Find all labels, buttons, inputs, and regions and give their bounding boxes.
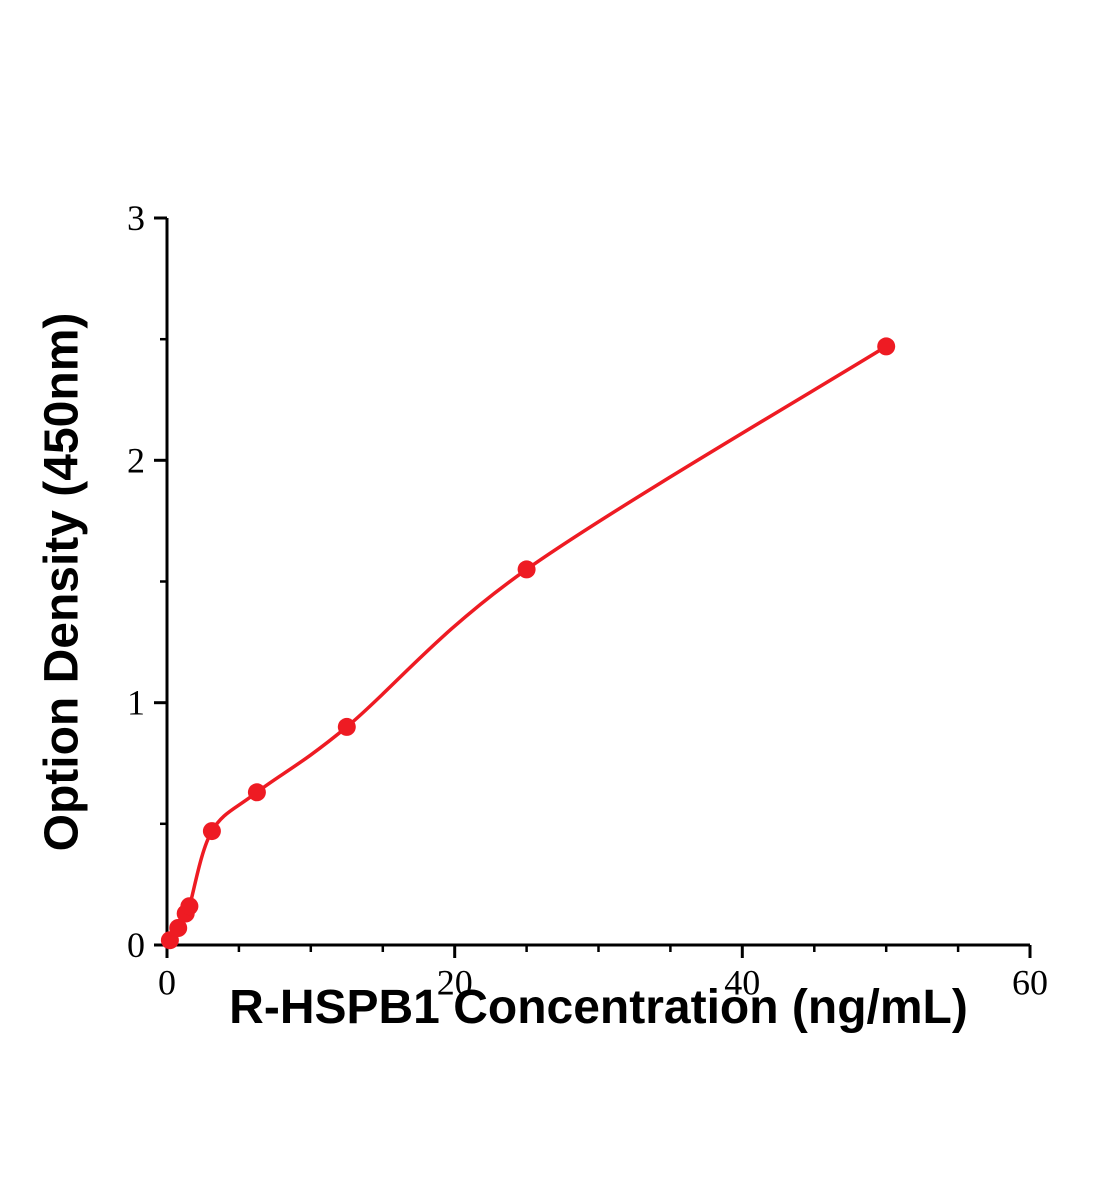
data-point [169, 919, 188, 937]
data-point [202, 822, 221, 841]
standard-curve [168, 344, 888, 942]
x-tick-label: 20 [437, 963, 473, 1003]
x-tick-label: 40 [724, 963, 760, 1003]
data-point [877, 337, 896, 356]
data-point [517, 560, 536, 579]
y-tick-label: 1 [127, 683, 145, 723]
data-point [337, 717, 356, 736]
data-point [247, 783, 266, 802]
data-point [180, 897, 199, 916]
x-axis-title: R-HSPB1 Concentration (ng/mL) [229, 981, 968, 1034]
x-tick-label: 0 [158, 963, 176, 1003]
y-tick-label: 3 [127, 198, 145, 238]
y-axis-title: Option Density (450nm) [35, 312, 89, 852]
x-tick-label: 60 [1012, 963, 1048, 1003]
y-tick-label: 0 [127, 925, 145, 965]
y-tick-label: 2 [127, 440, 145, 480]
